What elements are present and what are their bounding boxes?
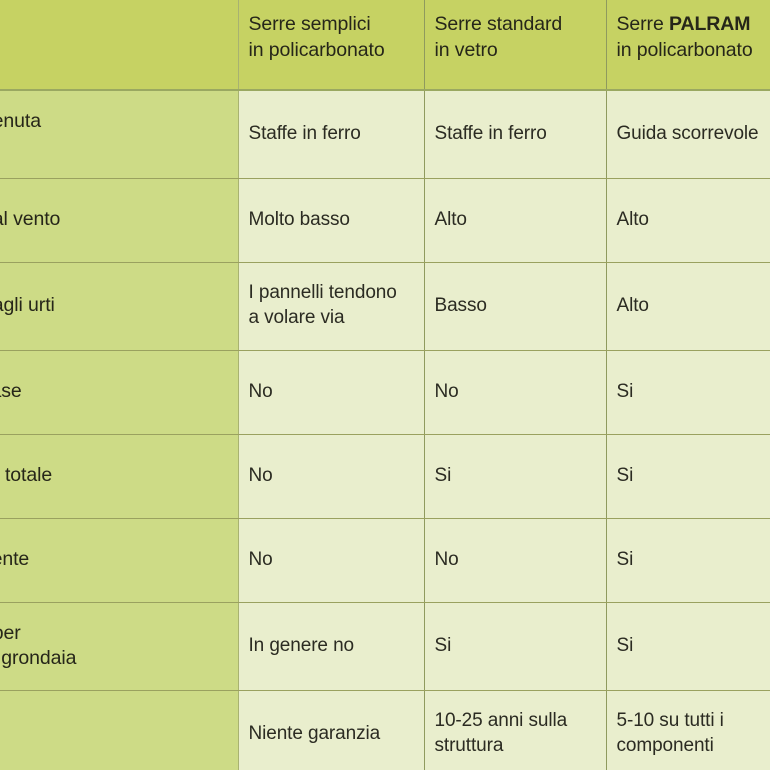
feature-label-line1: Include la base [0, 380, 22, 403]
feature-label-connettore-grondaia: Connettore per tubazione di grondaia [0, 602, 239, 691]
cell-value: No [424, 518, 607, 603]
cell-line1: Si [616, 464, 634, 486]
cell-line1: I pannelli tendono [248, 282, 397, 304]
cell-value: No [424, 350, 607, 435]
cell-value: I pannelli tendono a volare via [238, 262, 425, 351]
cell-line1: Molto basso [248, 208, 350, 230]
cell-value: Si [606, 518, 770, 603]
feature-label-line1: Garanzia [0, 721, 228, 746]
cell-line1: No [248, 464, 273, 486]
feature-label-line2: dei pannelli [0, 134, 228, 159]
column-header-serre-standard: Serre standard in vetro [424, 0, 607, 91]
feature-label-line1: Sistema di tenuta [0, 109, 41, 132]
feature-label-line2: tubazione di grondaia [0, 647, 77, 669]
cell-value: Si [606, 602, 770, 691]
cell-line1: Alto [616, 208, 649, 230]
cell-line1: Staffe in ferro [434, 122, 547, 144]
cell-line1: No [248, 548, 273, 570]
cell-line1: No [434, 548, 459, 570]
cell-line1: Alto [434, 208, 467, 230]
cell-line1: No [248, 380, 273, 402]
feature-label-include-la-base: Include la base [0, 350, 239, 435]
cell-value: No [238, 350, 425, 435]
cell-value: Si [424, 602, 607, 691]
column-header-line1: Serre standard [434, 13, 563, 35]
table-row: Connettore per tubazione di grondaia In … [0, 602, 770, 691]
feature-label-line1: Resistenza agli urti [0, 294, 55, 317]
cell-line1: Niente garanzia [248, 722, 381, 744]
feature-label-porta-a-battente: Porta a battente [0, 518, 239, 603]
cell-value: Si [424, 434, 607, 519]
cell-value: Alto [424, 178, 607, 263]
cell-line1: Si [434, 634, 452, 656]
cell-value: Niente garanzia [238, 690, 425, 770]
cell-line1: No [434, 380, 459, 402]
cell-value: Molto basso [238, 178, 425, 263]
table-header-row: Serre semplici in policarbonato Serre st… [0, 0, 770, 91]
cell-value: Basso [424, 262, 607, 351]
feature-label-sistema-di-tenuta: Sistema di tenuta dei pannelli [0, 90, 239, 179]
column-header-serre-semplici: Serre semplici in policarbonato [238, 0, 425, 91]
table-row: Trasparenza totale No Si Si [0, 434, 770, 519]
feature-label-line1: Trasparenza totale [0, 464, 53, 487]
feature-label-resistenza-agli-urti: Resistenza agli urti [0, 262, 239, 351]
feature-label-line1: Connettore per [0, 621, 21, 644]
cell-line1: Alto [616, 294, 649, 316]
table-corner-cell [0, 0, 239, 91]
cell-value: Si [606, 434, 770, 519]
cell-line2: struttura [434, 735, 504, 756]
cell-value: Alto [606, 262, 770, 351]
table-row: Garanzia Niente garanzia 10-25 anni sull… [0, 690, 770, 770]
cell-line1: In genere no [248, 634, 355, 656]
cell-value: No [238, 434, 425, 519]
cell-line1: Si [616, 634, 634, 656]
column-header-brand-name: PALRAM [669, 13, 751, 35]
cell-line1: Si [616, 380, 634, 402]
cell-value: 5-10 su tutti i componenti [606, 690, 770, 770]
feature-label-resistenza-al-vento: Resistenza al vento [0, 178, 239, 263]
feature-label-garanzia: Garanzia [0, 690, 239, 770]
column-header-serre-palram: Serre PALRAM in policarbonato [606, 0, 770, 91]
cell-value: Staffe in ferro [238, 90, 425, 179]
column-header-line2: in policarbonato [248, 38, 385, 61]
cell-line1: Staffe in ferro [248, 122, 361, 144]
table-row: Include la base No No Si [0, 350, 770, 435]
column-header-line1: Serre semplici [248, 13, 371, 35]
feature-label-line1: Resistenza al vento [0, 208, 61, 231]
cell-line1: 10-25 anni sulla [434, 710, 568, 732]
cell-line2: a volare via [248, 307, 345, 328]
cell-line1: Guida scorrevole [616, 122, 759, 144]
cell-value: Alto [606, 178, 770, 263]
cell-value: In genere no [238, 602, 425, 691]
table-body: Sistema di tenuta dei pannelli Staffe in… [0, 90, 770, 770]
cell-line1: 5-10 su tutti i [616, 710, 724, 732]
cell-value: Guida scorrevole [606, 90, 770, 179]
cell-line1: Basso [434, 294, 487, 316]
cell-value: 10-25 anni sulla struttura [424, 690, 607, 770]
cell-value: No [238, 518, 425, 603]
cell-line1: Si [616, 548, 634, 570]
table-row: Resistenza al vento Molto basso Alto Alt… [0, 178, 770, 263]
cell-value: Staffe in ferro [424, 90, 607, 179]
table-row: Sistema di tenuta dei pannelli Staffe in… [0, 90, 770, 179]
table-row: Porta a battente No No Si [0, 518, 770, 603]
column-header-brand-prefix: Serre [616, 13, 670, 35]
column-header-line2: in policarbonato [616, 38, 753, 61]
feature-label-trasparenza-totale: Trasparenza totale [0, 434, 239, 519]
column-header-line2: in vetro [434, 38, 498, 61]
cell-line2: componenti [616, 735, 714, 756]
table-row: Resistenza agli urti I pannelli tendono … [0, 262, 770, 351]
cell-value: Si [606, 350, 770, 435]
cell-line1: Si [434, 464, 452, 486]
column-header-line1: Serre PALRAM [617, 12, 761, 38]
feature-label-line1: Porta a battente [0, 548, 30, 571]
